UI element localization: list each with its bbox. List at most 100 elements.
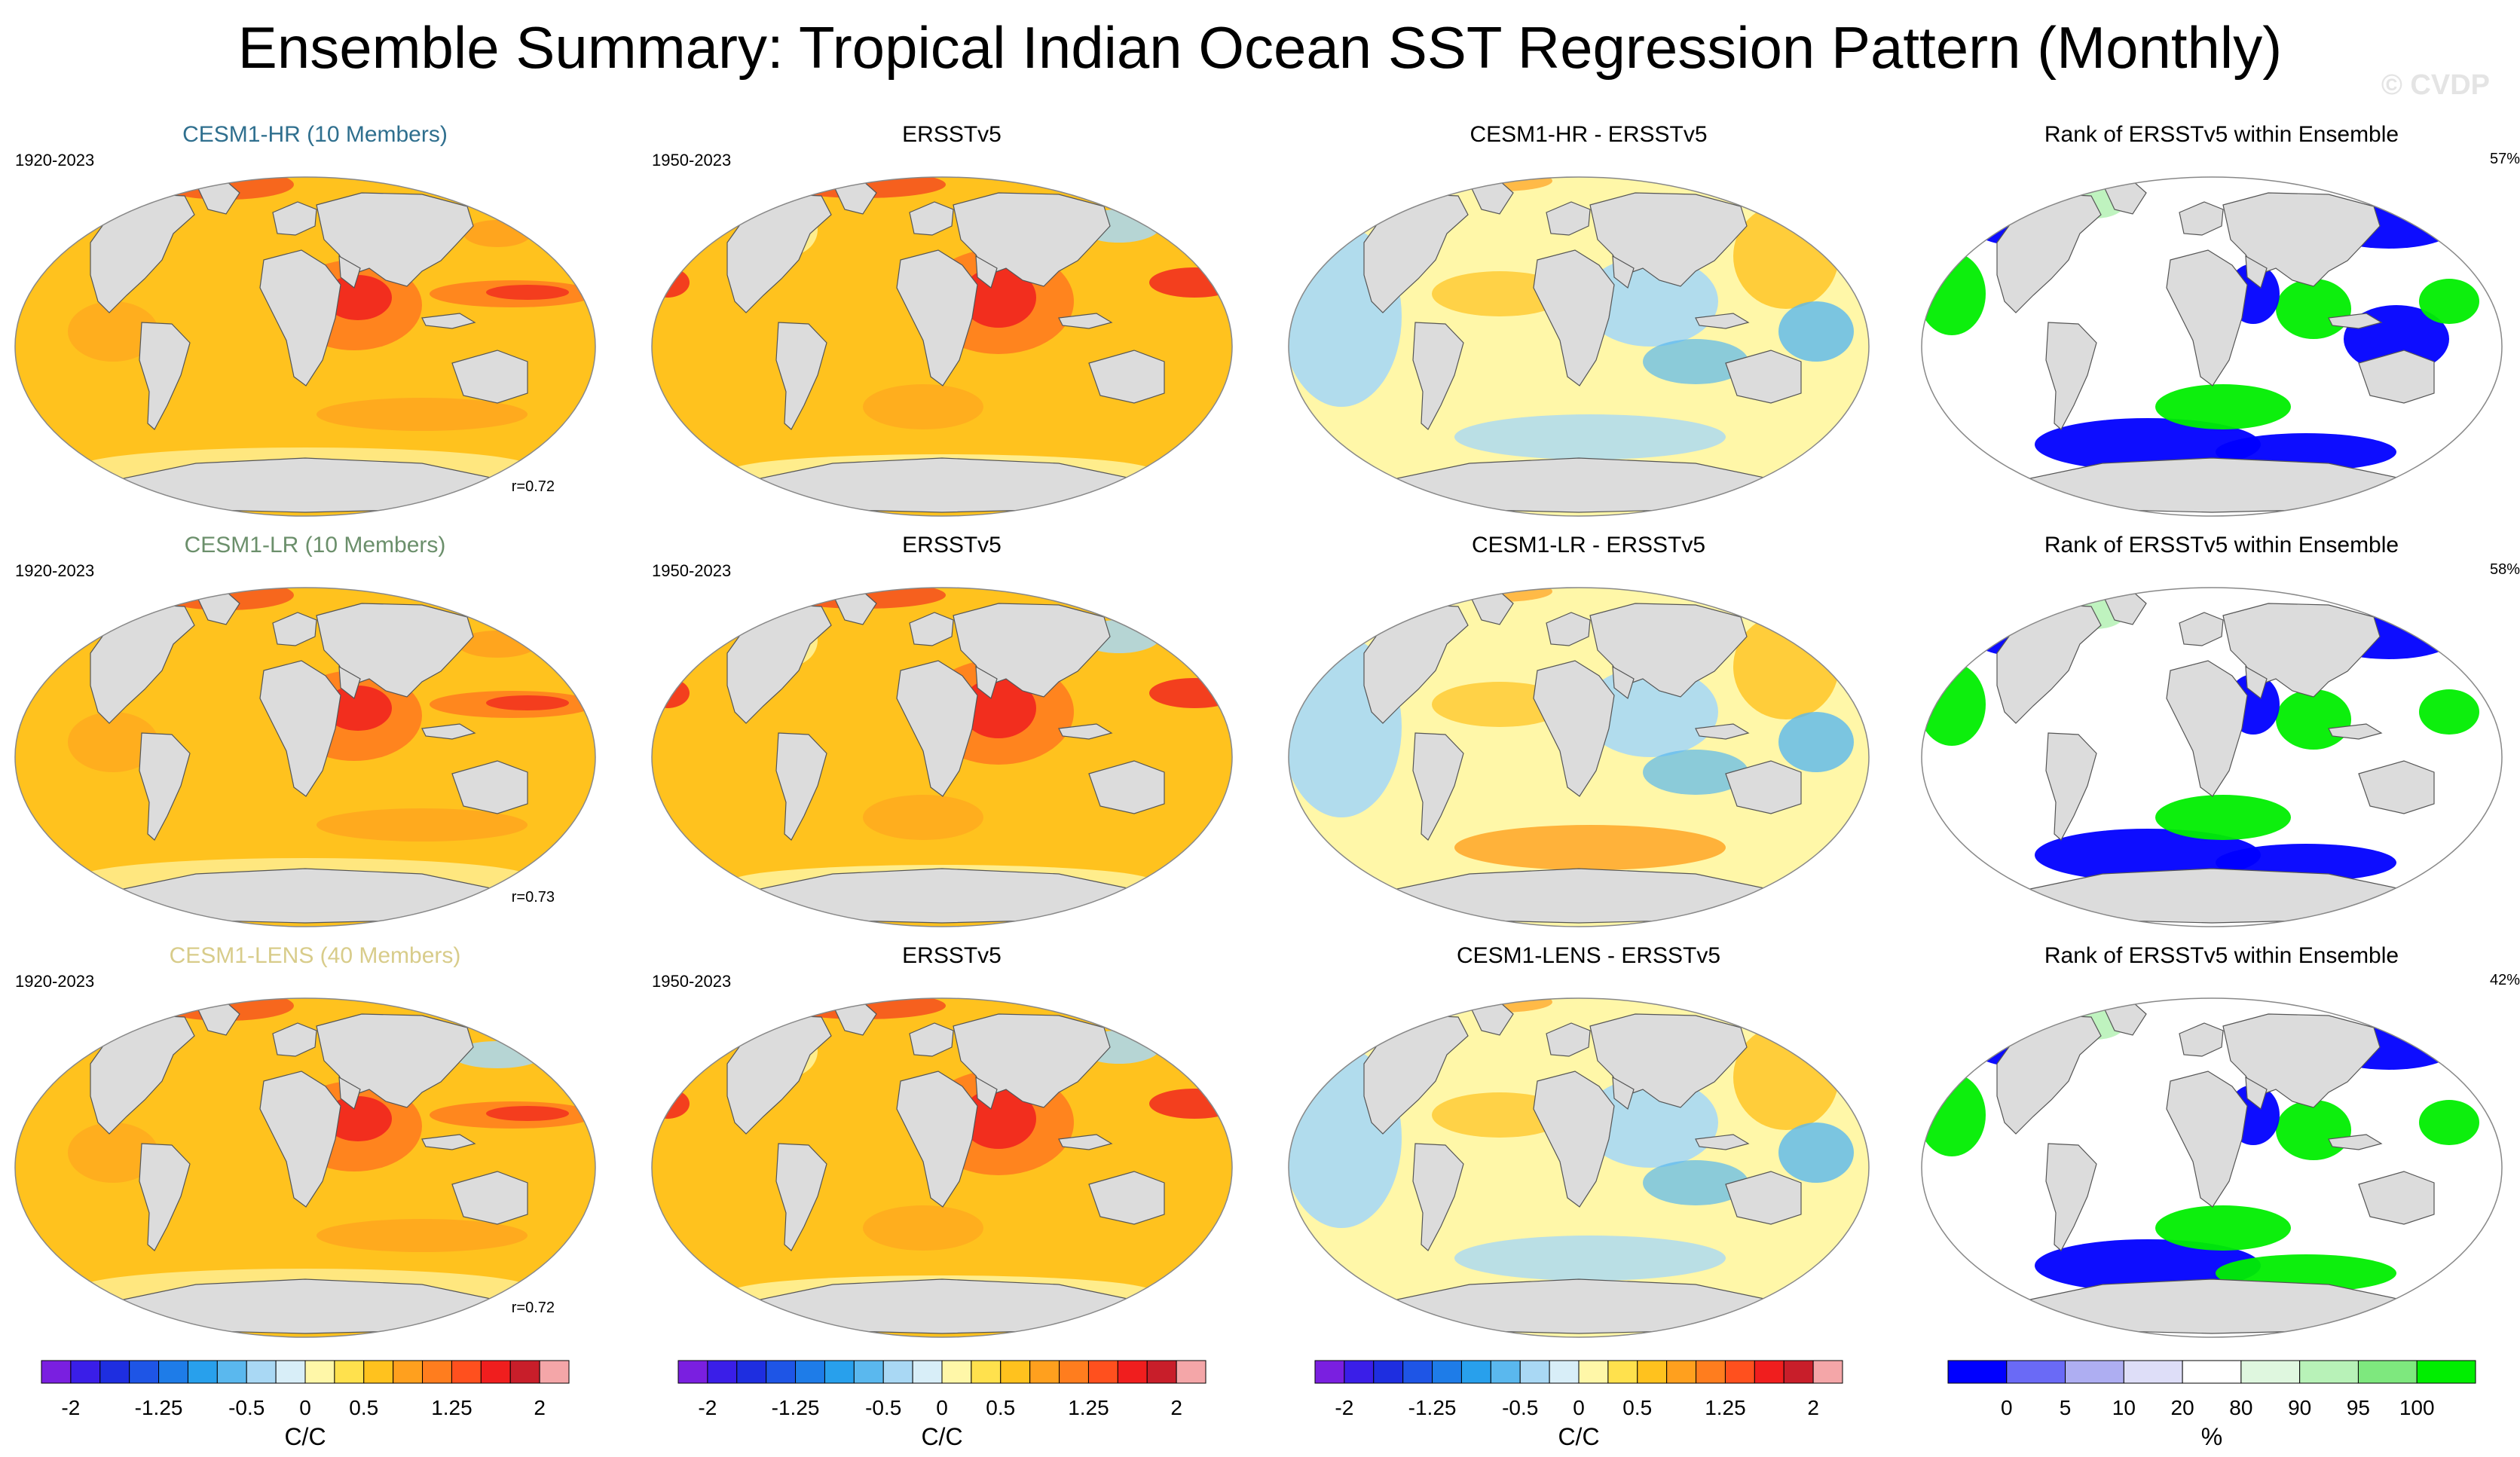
colorbar-swatch bbox=[451, 1360, 482, 1384]
map-row1-obs-continent-6 bbox=[975, 255, 998, 289]
panel-row1-model: CESM1-HR (10 Members) 1920-2023 r=0.72 bbox=[0, 121, 630, 531]
map-row2-obs-land bbox=[726, 591, 1165, 924]
colorbar-swatch bbox=[1344, 1360, 1375, 1384]
map-row1-rank-anomaly-region-7 bbox=[2155, 384, 2291, 429]
colorbar-swatch bbox=[1549, 1360, 1580, 1384]
rank-percent: 57% bbox=[2489, 151, 2520, 167]
colorbar-swatch bbox=[1432, 1360, 1462, 1384]
colorbar-tick-label: 95 bbox=[2347, 1396, 2370, 1419]
map-row3-obs-anomaly-region-8 bbox=[863, 1205, 983, 1251]
map-row2-obs-anomaly-region-3 bbox=[1149, 678, 1232, 708]
map-row2-rank-anomaly-region-8 bbox=[2276, 689, 2351, 750]
map-row2-obs-continent-4 bbox=[896, 660, 978, 797]
colorbar-tick-label: 80 bbox=[2229, 1396, 2252, 1419]
map-row2-model-continent-8 bbox=[451, 760, 528, 814]
map-row2-obs-continent-3 bbox=[909, 612, 954, 646]
map-row2-diff-anomaly-region-3 bbox=[1643, 750, 1748, 795]
map-row2-rank-continent-6 bbox=[2245, 665, 2268, 700]
colorbar-swatch bbox=[1607, 1360, 1638, 1384]
map-row2-model-continent-4 bbox=[259, 660, 341, 797]
map-row2-rank bbox=[1921, 587, 2503, 927]
colorbar-swatch bbox=[70, 1360, 101, 1384]
colorbar-swatch bbox=[2357, 1360, 2418, 1384]
map-row3-rank-continent-3 bbox=[2179, 1022, 2224, 1057]
colorbar-swatch bbox=[795, 1360, 825, 1384]
map-row2-obs-anomaly-region-2 bbox=[961, 678, 1036, 738]
colorbar-swatch bbox=[1637, 1360, 1668, 1384]
colorbar-tick-label: 0.5 bbox=[349, 1396, 378, 1419]
colorbar-swatch bbox=[509, 1360, 540, 1384]
colorbar-swatch bbox=[1490, 1360, 1521, 1384]
map-row1-diff-continent-4 bbox=[1533, 249, 1615, 386]
colorbar-swatch bbox=[334, 1360, 365, 1384]
colorbar-tick-label: -0.5 bbox=[865, 1396, 901, 1419]
map-row1-diff-anomaly-region-3 bbox=[1643, 339, 1748, 384]
colorbar-swatch bbox=[1029, 1360, 1060, 1384]
period-label: 1920-2023 bbox=[15, 151, 95, 170]
map-row2-model-continent-7 bbox=[421, 723, 476, 740]
panel-title: CESM1-HR (10 Members) bbox=[182, 122, 448, 147]
map-row1-diff-land bbox=[1363, 180, 1802, 513]
map-row2-diff-anomaly-region-6 bbox=[1432, 682, 1567, 727]
panel-row2-rank: Rank of ERSSTv5 within Ensemble 58% bbox=[1907, 531, 2520, 942]
colorbar-tick-label: 0 bbox=[2001, 1396, 2013, 1419]
map-row3-model-field bbox=[15, 998, 595, 1337]
map-row3-rank-anomaly-region-6 bbox=[1922, 1074, 1986, 1156]
map-row3-model-anomaly-region-4 bbox=[486, 1106, 569, 1121]
map-row2-model-continent-2 bbox=[139, 732, 191, 841]
map-row2-model-anomaly-region-2 bbox=[324, 686, 392, 731]
colorbar-swatch bbox=[1724, 1360, 1755, 1384]
map-row1-diff bbox=[1288, 176, 1870, 517]
map-row3-rank-anomaly-region-9 bbox=[2419, 1100, 2479, 1145]
map-row1-obs-anomaly-region-8 bbox=[863, 384, 983, 429]
colorbar-tick-label: -1.25 bbox=[1408, 1396, 1457, 1419]
map-row1-rank-anomaly-region-9 bbox=[2419, 279, 2479, 324]
map-row1-obs-continent-3 bbox=[909, 201, 954, 236]
map-row1-rank-continent-7 bbox=[2328, 313, 2383, 329]
colorbar-tick-label: -0.5 bbox=[228, 1396, 265, 1419]
map-row3-model-continent-4 bbox=[259, 1071, 341, 1208]
map-row2-diff-field bbox=[1289, 588, 1869, 927]
colorbar-tick-label: 2 bbox=[1807, 1396, 1819, 1419]
colorbar-swatch bbox=[422, 1360, 452, 1384]
colorbar-4: 0 5 10 20 80 90 95 100% bbox=[1947, 1360, 2476, 1450]
colorbar-swatch bbox=[1059, 1360, 1089, 1384]
panel-row3-diff: CESM1-LENS - ERSSTv5 bbox=[1274, 942, 1904, 1352]
map-row1-diff-anomaly-region-5 bbox=[1778, 301, 1854, 362]
map-row3-rank-continent-4 bbox=[2166, 1071, 2248, 1208]
colorbar-swatch bbox=[2123, 1360, 2183, 1384]
colorbar-swatch bbox=[1519, 1360, 1550, 1384]
map-row3-diff-continent-8 bbox=[1725, 1171, 1802, 1225]
colorbar-tick-label: 5 bbox=[2060, 1396, 2072, 1419]
map-row2-diff-continent-7 bbox=[1695, 723, 1750, 740]
map-row3-model-map-border bbox=[14, 997, 596, 1338]
panel-row1-obs: ERSSTv5 1950-2023 bbox=[637, 121, 1267, 531]
map-row3-diff-land bbox=[1363, 1001, 1802, 1334]
panel-row2-obs: ERSSTv5 1950-2023 bbox=[637, 531, 1267, 942]
map-row1-obs-continent-2 bbox=[775, 322, 827, 430]
map-row1-model bbox=[14, 176, 596, 517]
colorbar-swatch bbox=[971, 1360, 1002, 1384]
map-row3-diff-map-border bbox=[1288, 997, 1870, 1338]
pattern-correlation: r=0.72 bbox=[511, 478, 555, 495]
map-row3-model-continent-8 bbox=[451, 1171, 528, 1225]
panel-row2-model: CESM1-LR (10 Members) 1920-2023 r=0.73 bbox=[0, 531, 630, 942]
map-row1-diff-continent-3 bbox=[1546, 201, 1591, 236]
map-row1-diff-continent-8 bbox=[1725, 350, 1802, 404]
colorbar-units: C/C bbox=[1558, 1423, 1599, 1450]
panel-title: CESM1-LENS (40 Members) bbox=[169, 943, 461, 968]
map-row2-model-continent-3 bbox=[272, 612, 317, 646]
map-row2-model-anomaly-region-7 bbox=[68, 712, 158, 772]
map-row2-obs bbox=[651, 587, 1233, 927]
panel-title: CESM1-LENS - ERSSTv5 bbox=[1456, 943, 1721, 968]
map-row2-diff-continent-3 bbox=[1546, 612, 1591, 646]
rank-percent: 42% bbox=[2489, 972, 2520, 988]
map-row3-diff-anomaly-region-6 bbox=[1432, 1092, 1567, 1138]
map-row2-model-map-border bbox=[14, 587, 596, 927]
map-row2-obs-map-border bbox=[651, 587, 1233, 927]
map-row3-rank-anomaly-region-4 bbox=[2035, 1239, 2261, 1292]
colorbar-tick-label: -0.5 bbox=[1502, 1396, 1538, 1419]
map-row2-rank-continent-3 bbox=[2179, 612, 2224, 646]
colorbar-swatch bbox=[2065, 1360, 2124, 1384]
map-row3-obs-continent-8 bbox=[1088, 1171, 1165, 1225]
